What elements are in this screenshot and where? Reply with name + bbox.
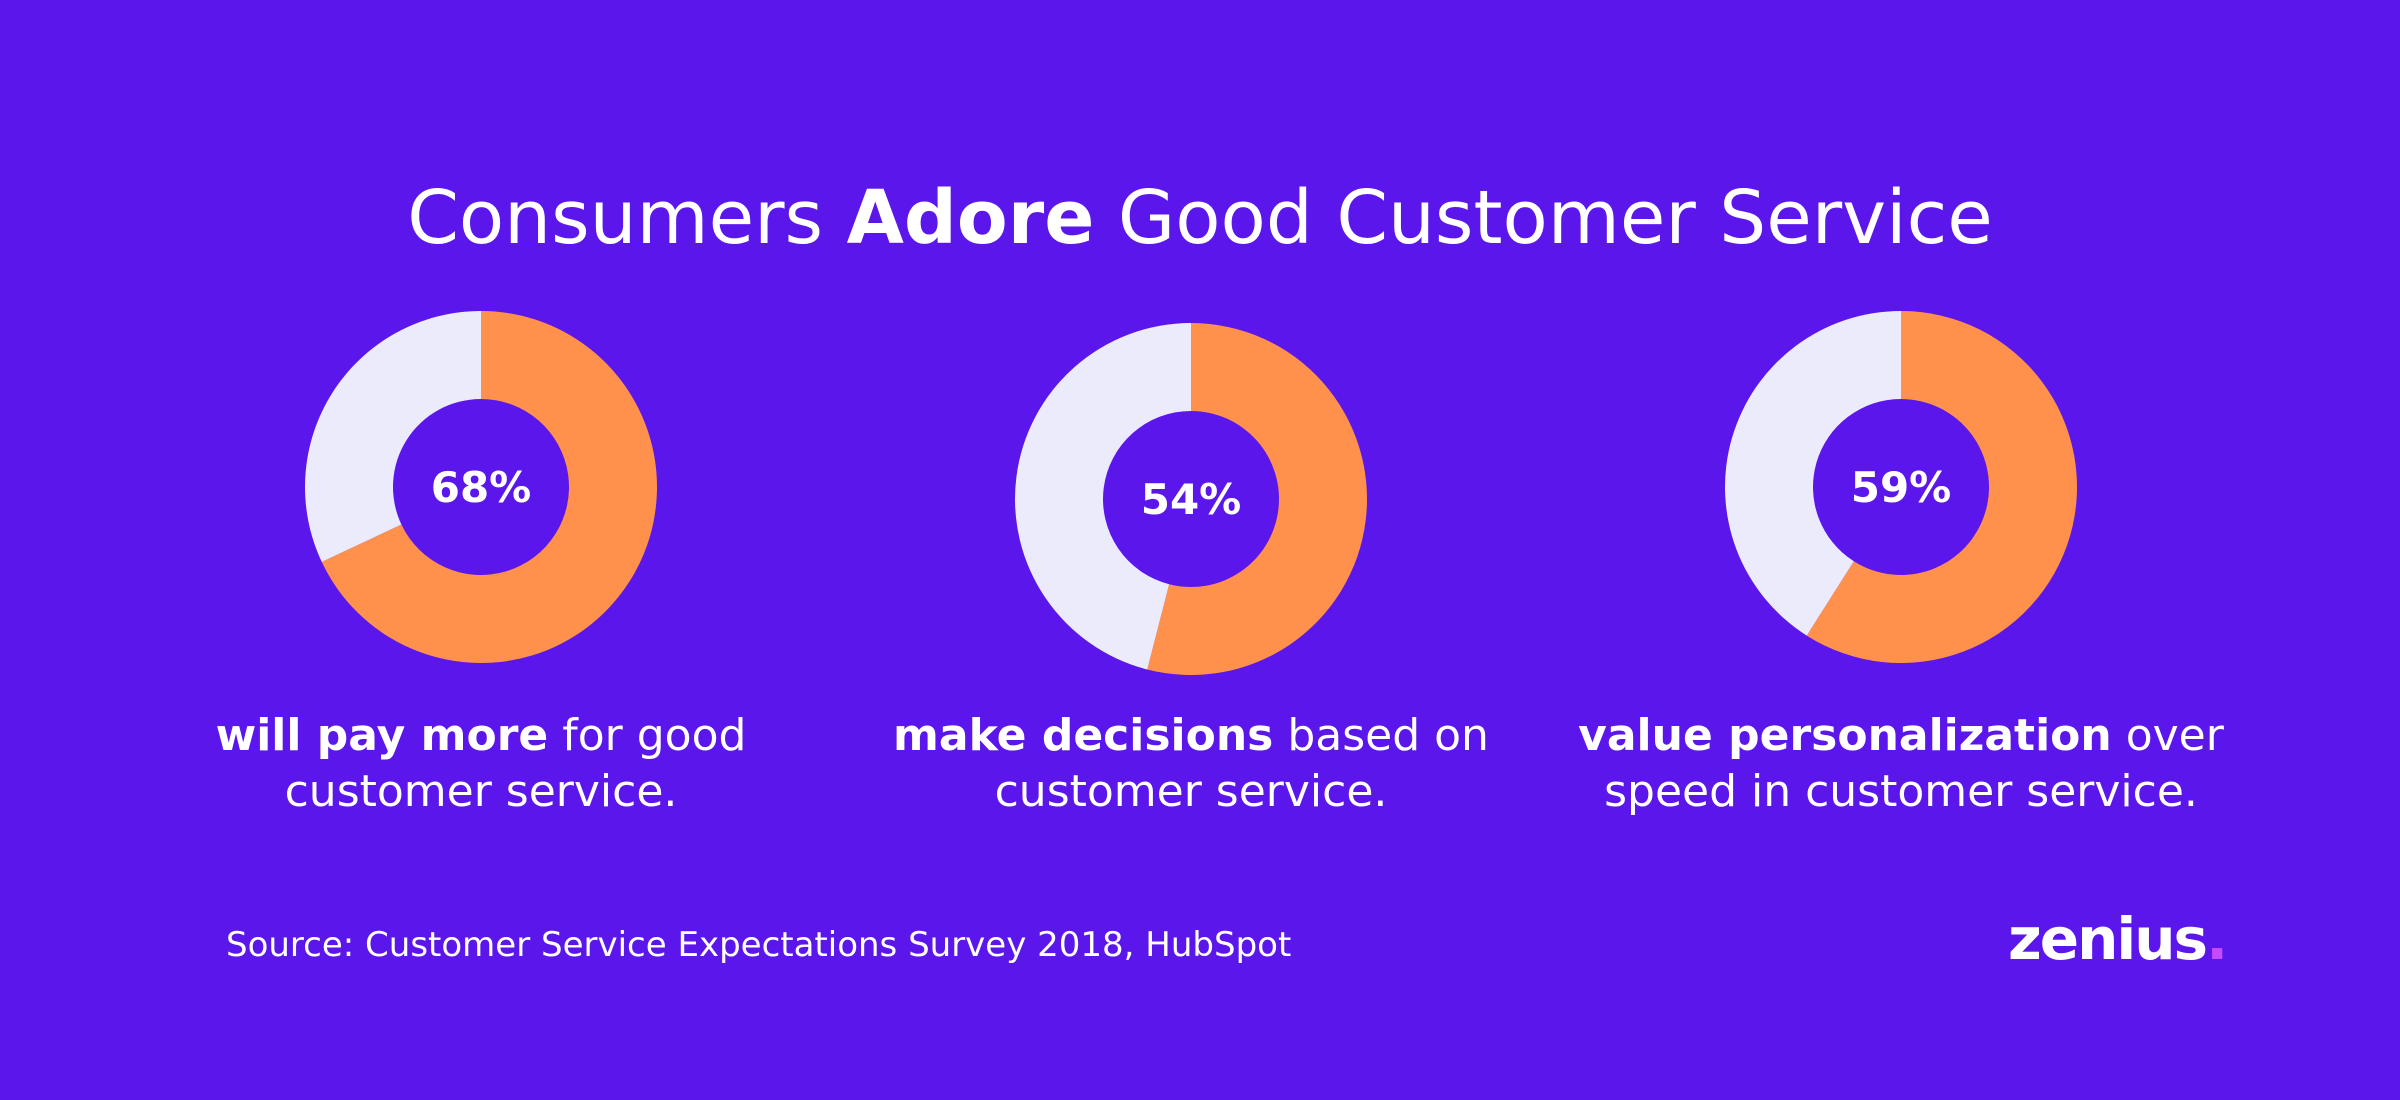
donut-1-filled-slice <box>321 311 657 664</box>
title-post: Good Customer Service <box>1094 174 1993 261</box>
donut-chart-3: 59% <box>1725 311 2077 663</box>
title-bold: Adore <box>846 174 1095 261</box>
donut-2-percent-label: 54% <box>1141 475 1242 524</box>
caption-2: make decisions based on customer service… <box>841 708 1541 820</box>
zenius-logo: zenius. <box>2008 905 2228 973</box>
source-note: Source: Customer Service Expectations Su… <box>226 925 1292 965</box>
caption-3-bold: value personalization <box>1578 710 2112 761</box>
caption-3-rest: over speed in customer service. <box>1604 710 2224 817</box>
logo-text: zenius <box>2008 905 2208 973</box>
page-title: Consumers Adore Good Customer Service <box>0 175 2400 261</box>
caption-1-bold: will pay more <box>215 710 549 761</box>
donut-3-percent-label: 59% <box>1851 463 1952 512</box>
donut-2-remainder-slice <box>1015 323 1191 670</box>
donut-3-remainder-slice <box>1725 311 1901 636</box>
logo-dot: . <box>2206 905 2228 973</box>
donut-1-remainder-slice <box>305 311 481 562</box>
caption-1-rest: for good customer service. <box>284 710 747 817</box>
caption-3: value personalization over speed in cust… <box>1551 708 2251 820</box>
donut-3-filled-slice <box>1806 311 2077 663</box>
donut-2-filled-slice <box>1147 323 1367 675</box>
title-pre: Consumers <box>407 174 847 261</box>
donut-1-percent-label: 68% <box>431 463 532 512</box>
caption-1: will pay more for good customer service. <box>131 708 831 820</box>
donut-chart-1: 68% <box>305 311 657 664</box>
caption-2-rest: based on customer service. <box>994 710 1489 817</box>
caption-2-bold: make decisions <box>893 710 1274 761</box>
donut-chart-2: 54% <box>1015 323 1367 675</box>
